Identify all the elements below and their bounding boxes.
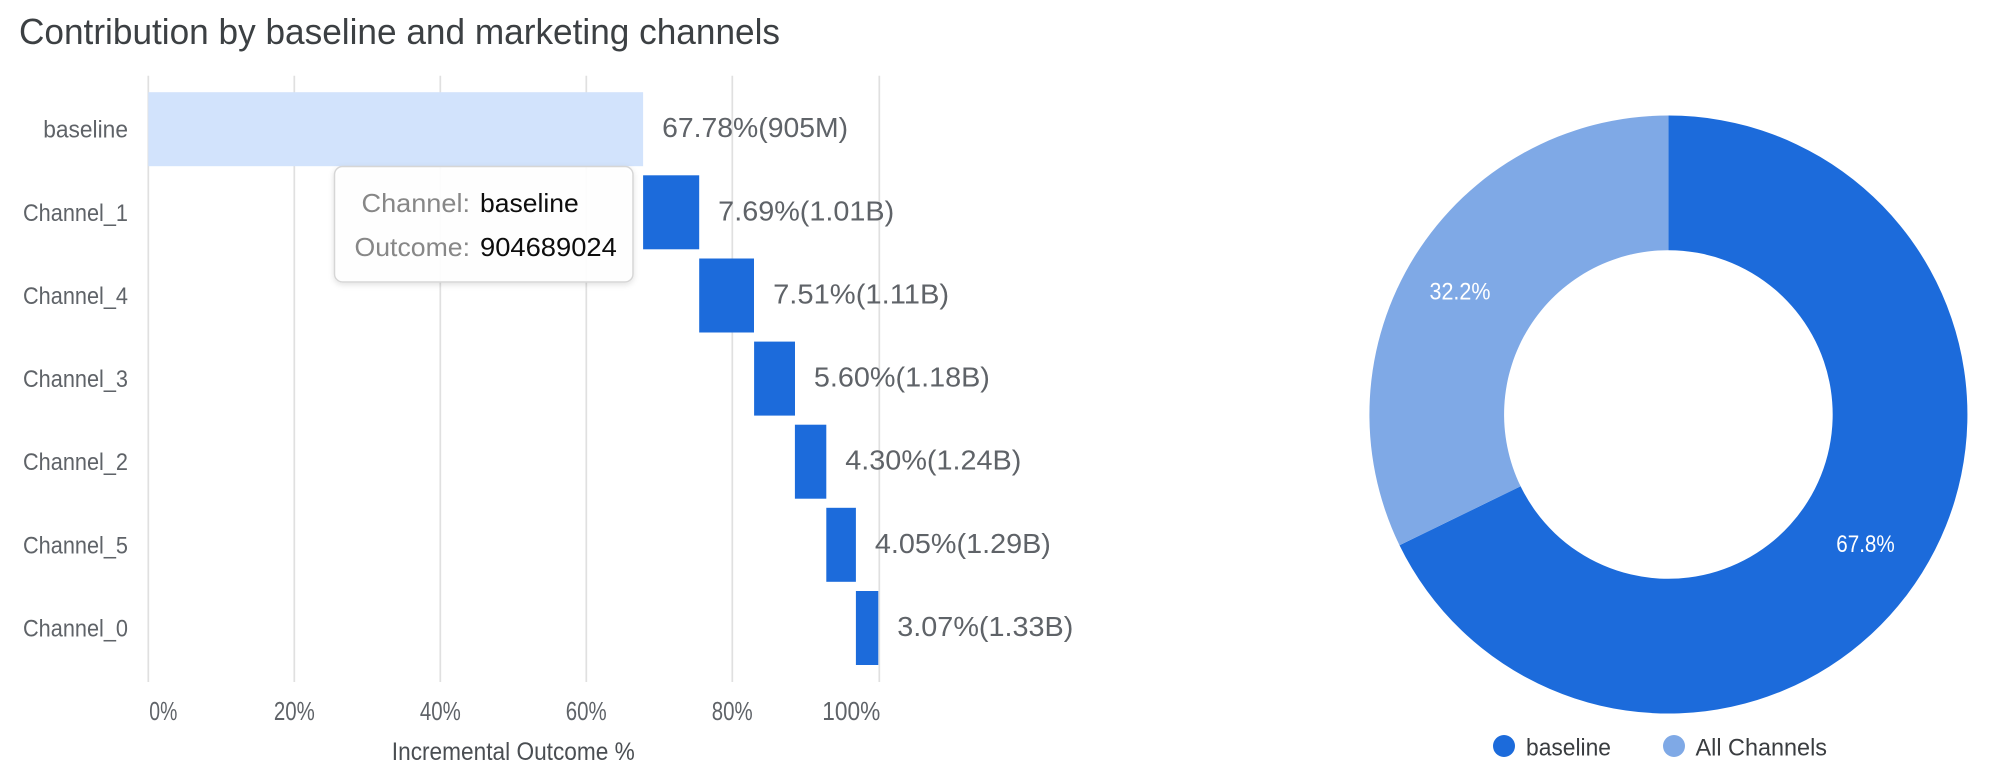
svg-text:60%: 60% [566, 698, 607, 726]
svg-text:Channel:: Channel: [362, 188, 471, 218]
svg-text:40%: 40% [420, 698, 461, 726]
svg-text:Channel_3: Channel_3 [23, 366, 128, 393]
svg-text:baseline: baseline [480, 188, 579, 218]
svg-text:7.69%(1.01B): 7.69%(1.01B) [718, 195, 894, 226]
svg-text:4.05%(1.29B): 4.05%(1.29B) [875, 528, 1051, 559]
svg-text:Outcome:: Outcome: [355, 232, 471, 262]
svg-text:Channel_5: Channel_5 [23, 532, 128, 559]
svg-text:4.30%(1.24B): 4.30%(1.24B) [845, 445, 1021, 476]
svg-text:Incremental Outcome %: Incremental Outcome % [392, 738, 635, 766]
svg-text:Channel_1: Channel_1 [23, 200, 128, 227]
svg-text:20%: 20% [274, 698, 315, 726]
svg-text:67.78%(905M): 67.78%(905M) [662, 112, 848, 143]
svg-text:Contribution by baseline and m: Contribution by baseline and marketing c… [19, 11, 780, 52]
svg-text:32.2%: 32.2% [1430, 279, 1491, 306]
svg-text:baseline: baseline [43, 117, 128, 144]
svg-text:Channel_4: Channel_4 [23, 283, 128, 310]
svg-text:3.07%(1.33B): 3.07%(1.33B) [897, 611, 1073, 642]
svg-text:baseline: baseline [1526, 735, 1611, 762]
svg-text:0%: 0% [149, 698, 177, 726]
svg-text:100%: 100% [822, 698, 880, 726]
svg-text:Channel_2: Channel_2 [23, 449, 128, 476]
svg-text:5.60%(1.18B): 5.60%(1.18B) [814, 362, 990, 393]
svg-text:67.8%: 67.8% [1836, 531, 1895, 558]
svg-text:Channel_0: Channel_0 [23, 616, 128, 643]
svg-text:All Channels: All Channels [1696, 735, 1828, 762]
svg-text:80%: 80% [712, 698, 753, 726]
svg-text:904689024: 904689024 [480, 232, 617, 262]
svg-text:7.51%(1.11B): 7.51%(1.11B) [773, 279, 949, 310]
